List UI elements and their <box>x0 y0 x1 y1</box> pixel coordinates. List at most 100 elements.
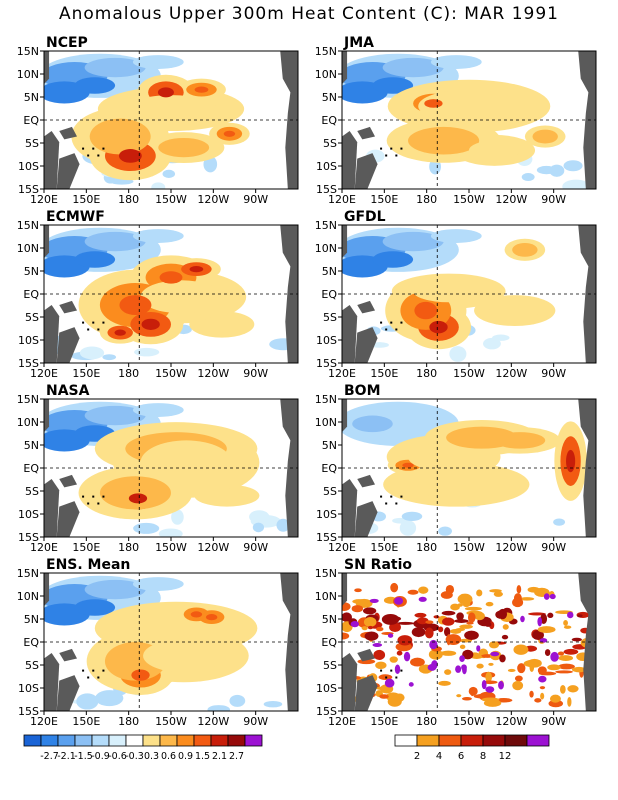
lat-tick-label: EQ <box>321 636 337 649</box>
land-mass <box>354 675 378 711</box>
sn-speckle <box>512 680 524 691</box>
island-marker <box>395 154 398 157</box>
lat-tick-label: EQ <box>23 114 39 127</box>
lon-tick-label: 150W <box>155 367 187 380</box>
lon-tick-label: 120E <box>30 541 58 554</box>
land-mass <box>342 653 358 711</box>
contour-blob <box>158 137 210 158</box>
contour-blob <box>401 511 423 521</box>
contour-blob <box>128 493 148 504</box>
sn-speckle <box>519 597 535 601</box>
sn-speckle <box>373 649 386 661</box>
land-mass <box>44 399 50 433</box>
sn-speckle <box>567 696 572 707</box>
sn-speckle <box>411 627 426 638</box>
contour-blob <box>512 242 538 257</box>
lat-tick-label: 10S <box>316 682 337 695</box>
contour-blob <box>382 231 444 252</box>
sn-speckle <box>394 597 404 605</box>
contour-blob <box>134 347 160 357</box>
sn-speckle <box>514 675 523 682</box>
colorbar-swatch <box>74 734 93 747</box>
contour-blob <box>410 470 503 499</box>
sn-speckle <box>493 591 503 597</box>
sn-speckle <box>375 661 387 670</box>
sn-speckle <box>361 626 368 631</box>
land-mass <box>59 126 78 140</box>
sn-speckle <box>563 619 568 626</box>
island-marker <box>102 495 105 498</box>
lon-tick-label: 180 <box>416 193 437 206</box>
anomaly-field <box>342 399 596 537</box>
sn-speckle <box>571 666 587 673</box>
island-marker <box>390 495 393 498</box>
lon-tick-label: 180 <box>416 715 437 728</box>
colorbar-swatch <box>142 734 161 747</box>
lon-tick-label: 150W <box>453 541 485 554</box>
lat-tick-label: 5N <box>24 439 39 452</box>
lon-tick-label: 150W <box>453 193 485 206</box>
sn-speckle <box>489 589 502 593</box>
panel-title: NCEP <box>46 35 88 51</box>
island-marker <box>87 502 90 505</box>
lon-tick-label: 150W <box>453 367 485 380</box>
lat-tick-label: 5S <box>25 137 39 150</box>
contour-blob <box>223 130 236 137</box>
sn-speckle <box>362 607 377 615</box>
land-mass <box>56 675 80 711</box>
lon-tick-label: 120W <box>197 541 229 554</box>
sn-speckle <box>384 678 395 688</box>
land-mass <box>357 126 376 140</box>
sn-speckle <box>474 611 485 621</box>
sn-speckle <box>488 662 494 666</box>
land-mass <box>357 474 376 488</box>
lat-tick-label: EQ <box>23 288 39 301</box>
contour-blob <box>157 87 174 98</box>
lat-tick-label: 5S <box>25 485 39 498</box>
lon-tick-label: 120W <box>495 193 527 206</box>
sn-speckle <box>376 626 384 632</box>
island-marker <box>82 669 85 672</box>
sn-speckle <box>528 612 546 616</box>
contour-blob <box>562 179 590 189</box>
contour-blob <box>118 149 142 163</box>
sn-speckle <box>442 617 455 626</box>
colorbar-label: 6 <box>458 751 464 762</box>
lat-tick-label: 15S <box>316 357 337 370</box>
contour-blob <box>566 449 576 473</box>
island-marker <box>92 147 95 150</box>
contour-blob <box>132 55 184 69</box>
land-mass <box>280 51 298 189</box>
contour-blob <box>114 329 126 336</box>
sn-speckle <box>544 649 551 656</box>
sn-speckle <box>501 634 509 640</box>
colorbar-label: 8 <box>480 751 486 762</box>
contour-blob <box>414 301 438 320</box>
lon-tick-label: 150E <box>72 193 100 206</box>
lon-tick-label: 120W <box>197 715 229 728</box>
contour-blob <box>449 346 467 362</box>
lat-tick-label: 15S <box>316 183 337 196</box>
lat-tick-label: 10N <box>315 416 337 429</box>
island-marker <box>385 328 388 331</box>
contour-blob <box>132 577 184 591</box>
colorbar-label: 12 <box>499 751 512 762</box>
sn-speckle <box>563 648 579 655</box>
lat-tick-label: EQ <box>23 636 39 649</box>
sn-speckle <box>516 585 522 594</box>
island-marker <box>92 321 95 324</box>
sn-speckle <box>485 671 493 683</box>
land-mass <box>357 648 376 662</box>
colorbar-swatch <box>394 734 418 747</box>
island-marker <box>400 495 403 498</box>
lat-tick-label: 5N <box>24 613 39 626</box>
contour-blob <box>189 266 204 273</box>
land-mass <box>357 300 376 314</box>
sn-speckle <box>403 651 411 662</box>
lon-tick-label: 90W <box>541 367 566 380</box>
lat-tick-label: EQ <box>321 462 337 475</box>
sn-speckle <box>461 696 472 701</box>
contour-blob <box>74 599 116 616</box>
sn-speckle <box>476 663 484 669</box>
